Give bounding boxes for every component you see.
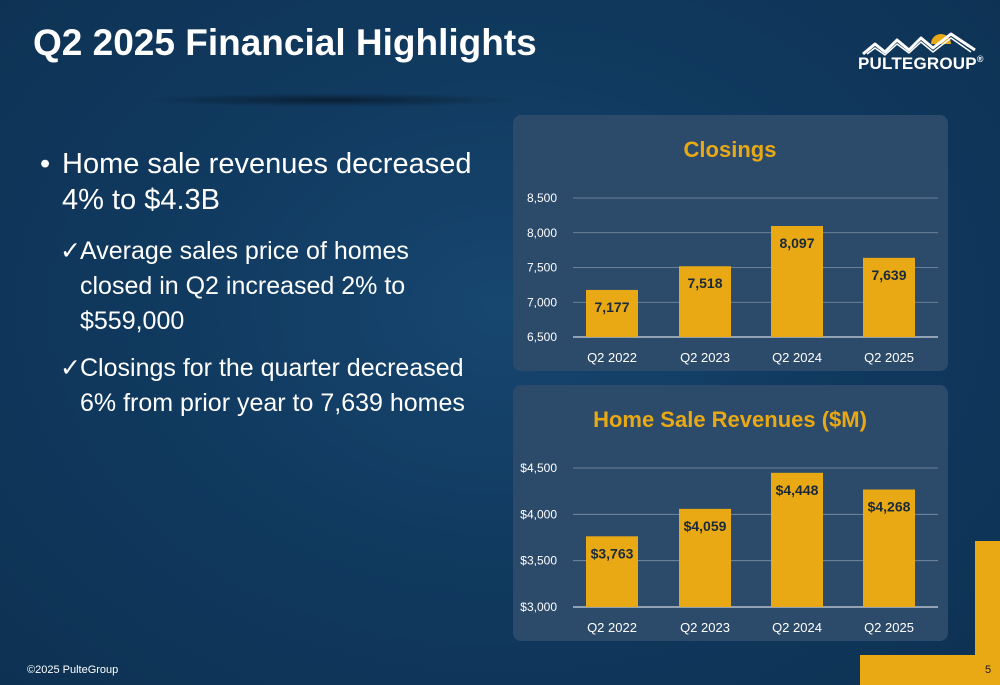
bar bbox=[863, 489, 915, 607]
accent-bar-bottom bbox=[860, 655, 1000, 685]
logo-roofline bbox=[862, 32, 976, 56]
x-tick-label: Q2 2024 bbox=[772, 620, 822, 635]
bar bbox=[679, 508, 731, 607]
page-number: 5 bbox=[985, 664, 992, 676]
y-tick-label: $3,000 bbox=[520, 600, 557, 614]
closings-bar-chart: Closings 6,500 7,000 7,500 8,000 8,500 7,177 Q2… bbox=[527, 137, 938, 365]
y-tick-label: 7,000 bbox=[527, 295, 557, 309]
chart-title: Home Sale Revenues ($M) bbox=[593, 407, 867, 432]
data-label: $3,763 bbox=[591, 545, 634, 561]
chart-title: Closings bbox=[684, 137, 777, 162]
slide-title: Q2 2025 Financial Highlights bbox=[33, 22, 537, 63]
bullet-list: • Home sale revenues decreased 4% to $4.… bbox=[40, 146, 480, 421]
y-tick-label: 7,500 bbox=[527, 261, 557, 275]
sub-bullet-text: Average sales price of homes closed in Q… bbox=[80, 237, 409, 335]
y-tick-label: 8,500 bbox=[527, 191, 557, 205]
x-tick-label: Q2 2025 bbox=[864, 620, 914, 635]
registered-mark: ® bbox=[976, 54, 984, 64]
bullet-dot: • bbox=[40, 148, 51, 180]
copyright-text: ©2025 PulteGroup bbox=[27, 664, 119, 676]
checkmark-icon: ✓ bbox=[60, 237, 81, 265]
x-tick-label: Q2 2022 bbox=[587, 350, 637, 365]
y-tick-label: $4,000 bbox=[520, 507, 557, 521]
roofline-sun-logo bbox=[862, 32, 976, 58]
bar bbox=[586, 289, 638, 337]
checkmark-icon: ✓ bbox=[60, 354, 81, 382]
data-label: 8,097 bbox=[779, 235, 814, 251]
bar bbox=[679, 266, 731, 337]
data-label: $4,448 bbox=[776, 482, 819, 498]
data-label: 7,518 bbox=[687, 275, 722, 291]
x-tick-label: Q2 2022 bbox=[587, 620, 637, 635]
closings-chart-panel: Closings 6,500 7,000 7,500 8,000 8,500 7,177 Q2… bbox=[513, 115, 948, 371]
y-tick-label: 6,500 bbox=[527, 330, 557, 344]
bar bbox=[586, 536, 638, 607]
bullet-text: Home sale revenues decreased 4% to $4.3B bbox=[62, 148, 472, 216]
y-tick-label: $4,500 bbox=[520, 461, 557, 475]
data-label: $4,059 bbox=[684, 518, 727, 534]
bar bbox=[771, 472, 823, 607]
logo-wordmark: PULTEGROUP® bbox=[858, 54, 984, 74]
revenues-bar-chart: Home Sale Revenues ($M) $3,000 $3,500 $4,00… bbox=[520, 407, 938, 635]
logo-text: PULTEGROUP bbox=[858, 54, 977, 73]
y-tick-label: 8,000 bbox=[527, 226, 557, 240]
sub-bullet-text: Closings for the quarter decreased 6% fr… bbox=[80, 354, 465, 417]
bullet-item: • Home sale revenues decreased 4% to $4.… bbox=[40, 146, 480, 218]
bar bbox=[863, 257, 915, 337]
title-shadow bbox=[140, 93, 520, 107]
x-tick-label: Q2 2023 bbox=[680, 350, 730, 365]
revenues-chart-panel: Home Sale Revenues ($M) $3,000 $3,500 $4,00… bbox=[513, 385, 948, 641]
data-label: 7,639 bbox=[871, 267, 906, 283]
x-tick-label: Q2 2025 bbox=[864, 350, 914, 365]
x-tick-label: Q2 2024 bbox=[772, 350, 822, 365]
x-tick-label: Q2 2023 bbox=[680, 620, 730, 635]
data-label: 7,177 bbox=[594, 299, 629, 315]
y-tick-label: $3,500 bbox=[520, 554, 557, 568]
bar bbox=[771, 226, 823, 337]
data-label: $4,268 bbox=[868, 498, 911, 514]
sub-bullet-item: ✓ Closings for the quarter decreased 6% … bbox=[40, 351, 480, 421]
sub-bullet-item: ✓ Average sales price of homes closed in… bbox=[40, 234, 480, 339]
